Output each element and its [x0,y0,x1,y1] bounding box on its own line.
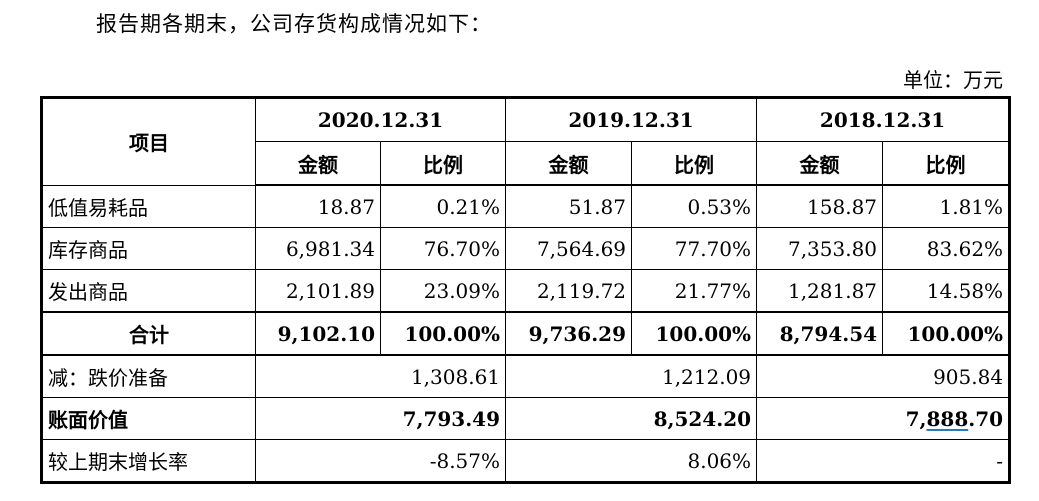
growth-value: -8.57% [254,439,507,483]
period-header: 2018.12.31 [756,97,1011,142]
reserve-row: 减：跌价准备 1,308.61 1,212.09 905.84 [41,354,1011,398]
unit-label: 单位：万元 [903,68,1003,92]
amount-header: 金额 [255,141,381,186]
ratio-header: 比例 [882,141,1011,186]
growth-value: - [756,439,1011,483]
book-value-row: 账面价值 7,793.49 8,524.20 7,888.70 [41,397,1011,440]
total-amount: 9,102.10 [255,311,381,356]
growth-label: 较上期末增长率 [41,439,256,483]
cell-ratio: 1.81% [882,184,1011,228]
period-header: 2020.12.31 [254,97,507,142]
intro-text: 报告期各期末，公司存货构成情况如下： [96,12,492,36]
inventory-table: 项目 2020.12.31 2019.12.31 2018.12.31 金额 比… [40,96,1012,484]
book-value-suffix: .70 [968,406,1004,431]
period-header: 2019.12.31 [505,97,758,142]
amount-header: 金额 [505,141,633,186]
table-row: 库存商品 6,981.34 76.70% 7,564.69 77.70% 7,3… [41,227,1011,270]
ratio-header: 比例 [631,141,758,186]
growth-row: 较上期末增长率 -8.57% 8.06% - [41,439,1011,483]
row-label: 低值易耗品 [41,184,256,228]
cell-amount: 51.87 [505,184,633,228]
row-label: 发出商品 [41,269,256,313]
book-value: 7,888.70 [756,397,1011,440]
cell-amount: 158.87 [756,184,884,228]
reserve-value: 905.84 [756,354,1011,398]
table-row: 低值易耗品 18.87 0.21% 51.87 0.53% 158.87 1.8… [41,184,1011,228]
ratio-header: 比例 [379,141,507,186]
cell-ratio: 76.70% [379,227,507,270]
cell-ratio: 23.09% [379,269,507,313]
reserve-value: 1,308.61 [254,354,507,398]
book-value-prefix: 7, [905,406,927,431]
cell-amount: 18.87 [255,184,381,228]
item-header: 项目 [41,97,256,186]
total-amount: 9,736.29 [505,311,633,356]
amount-header: 金额 [756,141,884,186]
cell-ratio: 14.58% [882,269,1011,313]
cell-ratio: 0.53% [631,184,758,228]
total-ratio: 100.00% [379,311,507,356]
cell-ratio: 21.77% [631,269,758,313]
total-row: 合计 9,102.10 100.00% 9,736.29 100.00% 8,7… [41,311,1011,356]
book-value: 8,524.20 [505,397,758,440]
cell-amount: 7,564.69 [505,227,633,270]
total-ratio: 100.00% [882,311,1011,356]
cell-ratio: 0.21% [379,184,507,228]
reserve-label: 减：跌价准备 [41,354,256,398]
header-row-subheaders: 金额 比例 金额 比例 金额 比例 [42,141,1011,186]
total-label: 合计 [41,311,256,356]
cell-amount: 6,981.34 [255,227,381,270]
book-value-underlined: 888 [926,406,969,431]
cell-amount: 2,101.89 [255,269,381,313]
cell-ratio: 83.62% [882,227,1011,270]
table-row: 发出商品 2,101.89 23.09% 2,119.72 21.77% 1,2… [41,269,1011,313]
cell-amount: 1,281.87 [756,269,884,313]
book-value: 7,793.49 [254,397,507,440]
reserve-value: 1,212.09 [505,354,758,398]
book-value-label: 账面价值 [41,397,256,440]
total-amount: 8,794.54 [756,311,884,356]
cell-amount: 7,353.80 [756,227,884,270]
header-row-periods: 项目 2020.12.31 2019.12.31 2018.12.31 [41,97,1011,186]
total-ratio: 100.00% [631,311,758,356]
cell-amount: 2,119.72 [505,269,633,313]
cell-ratio: 77.70% [631,227,758,270]
growth-value: 8.06% [505,439,758,483]
row-label: 库存商品 [41,227,256,270]
